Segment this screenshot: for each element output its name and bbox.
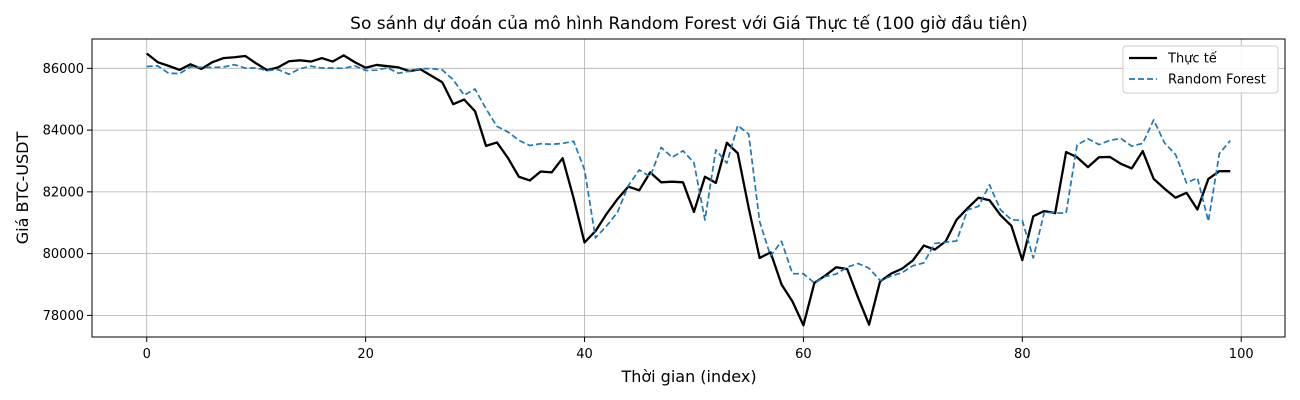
plot-frame (91, 38, 1286, 338)
x-axis-label: Thời gian (index) (620, 367, 756, 386)
x-tick-label: 20 (357, 347, 374, 362)
y-tick-label: 80000 (43, 247, 84, 262)
y-tick-label: 82000 (43, 185, 84, 200)
x-tick-label: 100 (1229, 347, 1254, 362)
y-axis-label: Giá BTC-USDT (13, 132, 32, 245)
y-tick-label: 84000 (43, 124, 84, 139)
legend: Thực tế Random Forest (1122, 45, 1279, 94)
x-tick-label: 0 (143, 347, 151, 362)
grid-lines (92, 39, 1285, 337)
y-tick-label: 86000 (43, 62, 84, 77)
x-tick-label: 60 (795, 347, 812, 362)
legend-label: Random Forest (1168, 73, 1266, 88)
series-layer (146, 52, 1231, 327)
series-line-random-forest (146, 63, 1231, 284)
series-line-actual (146, 52, 1231, 327)
legend-box (1122, 45, 1279, 94)
x-tick-label: 40 (576, 347, 593, 362)
chart-title: So sánh dự đoán của mô hình Random Fores… (350, 13, 1028, 34)
legend-label: Thực tế (1167, 52, 1217, 67)
x-tick-label: 80 (1014, 347, 1031, 362)
y-tick-label: 78000 (43, 309, 84, 324)
axis-ticks: 0 20 40 60 80 100 78000 80000 82000 84000 86000 (43, 62, 1254, 362)
